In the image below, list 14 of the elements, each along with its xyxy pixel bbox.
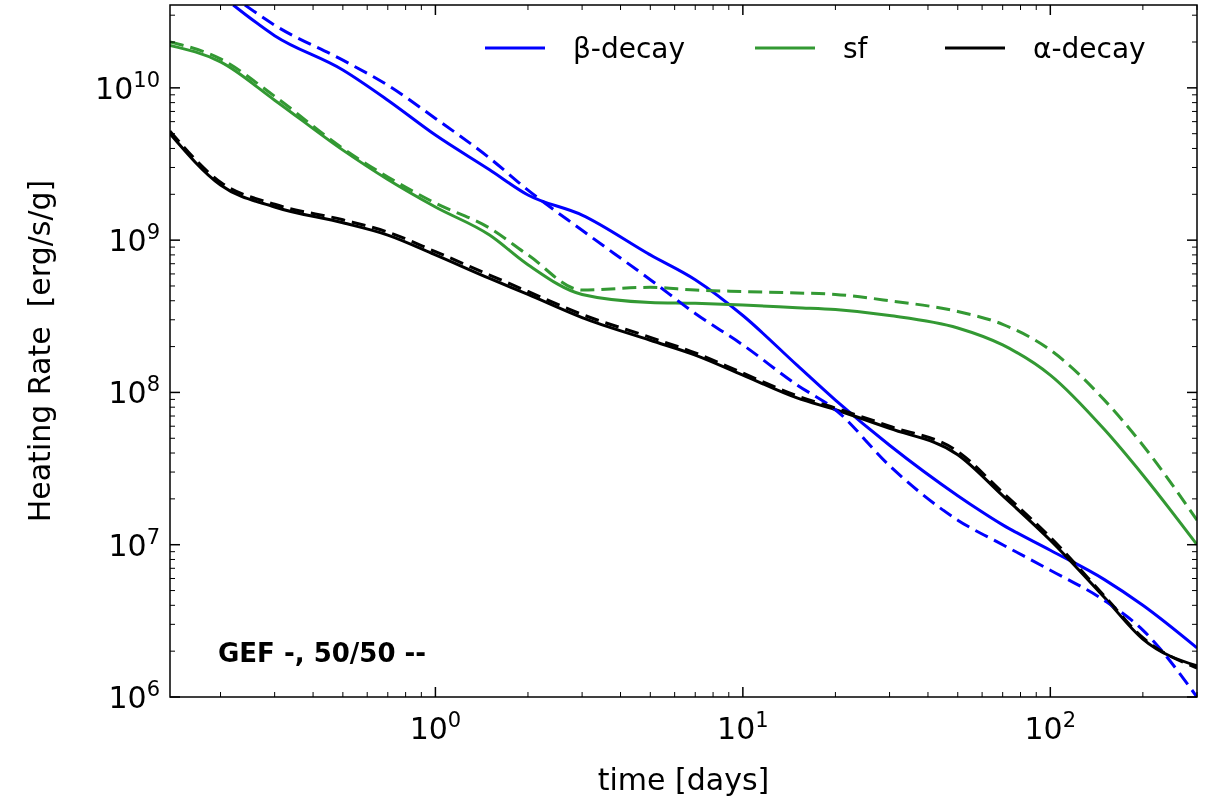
x-tick-label: 10$^{2}$ xyxy=(1024,708,1077,746)
x-axis-title: time [days] xyxy=(597,762,770,797)
x-tick-label: 10$^{1}$ xyxy=(717,708,769,746)
y-tick-label: 10$^{6}$ xyxy=(108,677,160,715)
y-tick-label: 10$^{8}$ xyxy=(108,372,160,411)
legend-label: sf xyxy=(843,32,869,65)
y-tick-label: 10$^{10}$ xyxy=(95,67,160,106)
legend-label: β-decay xyxy=(573,32,686,65)
annotation: GEF -, 50/50 -- xyxy=(218,638,427,668)
y-axis-title: Heating Rate [erg/s/g] xyxy=(22,179,57,523)
y-tick-label: 10$^{7}$ xyxy=(108,524,160,563)
x-tick-label: 10$^{0}$ xyxy=(409,708,462,746)
legend-label: α-decay xyxy=(1033,32,1146,65)
y-tick-label: 10$^{9}$ xyxy=(108,220,160,259)
